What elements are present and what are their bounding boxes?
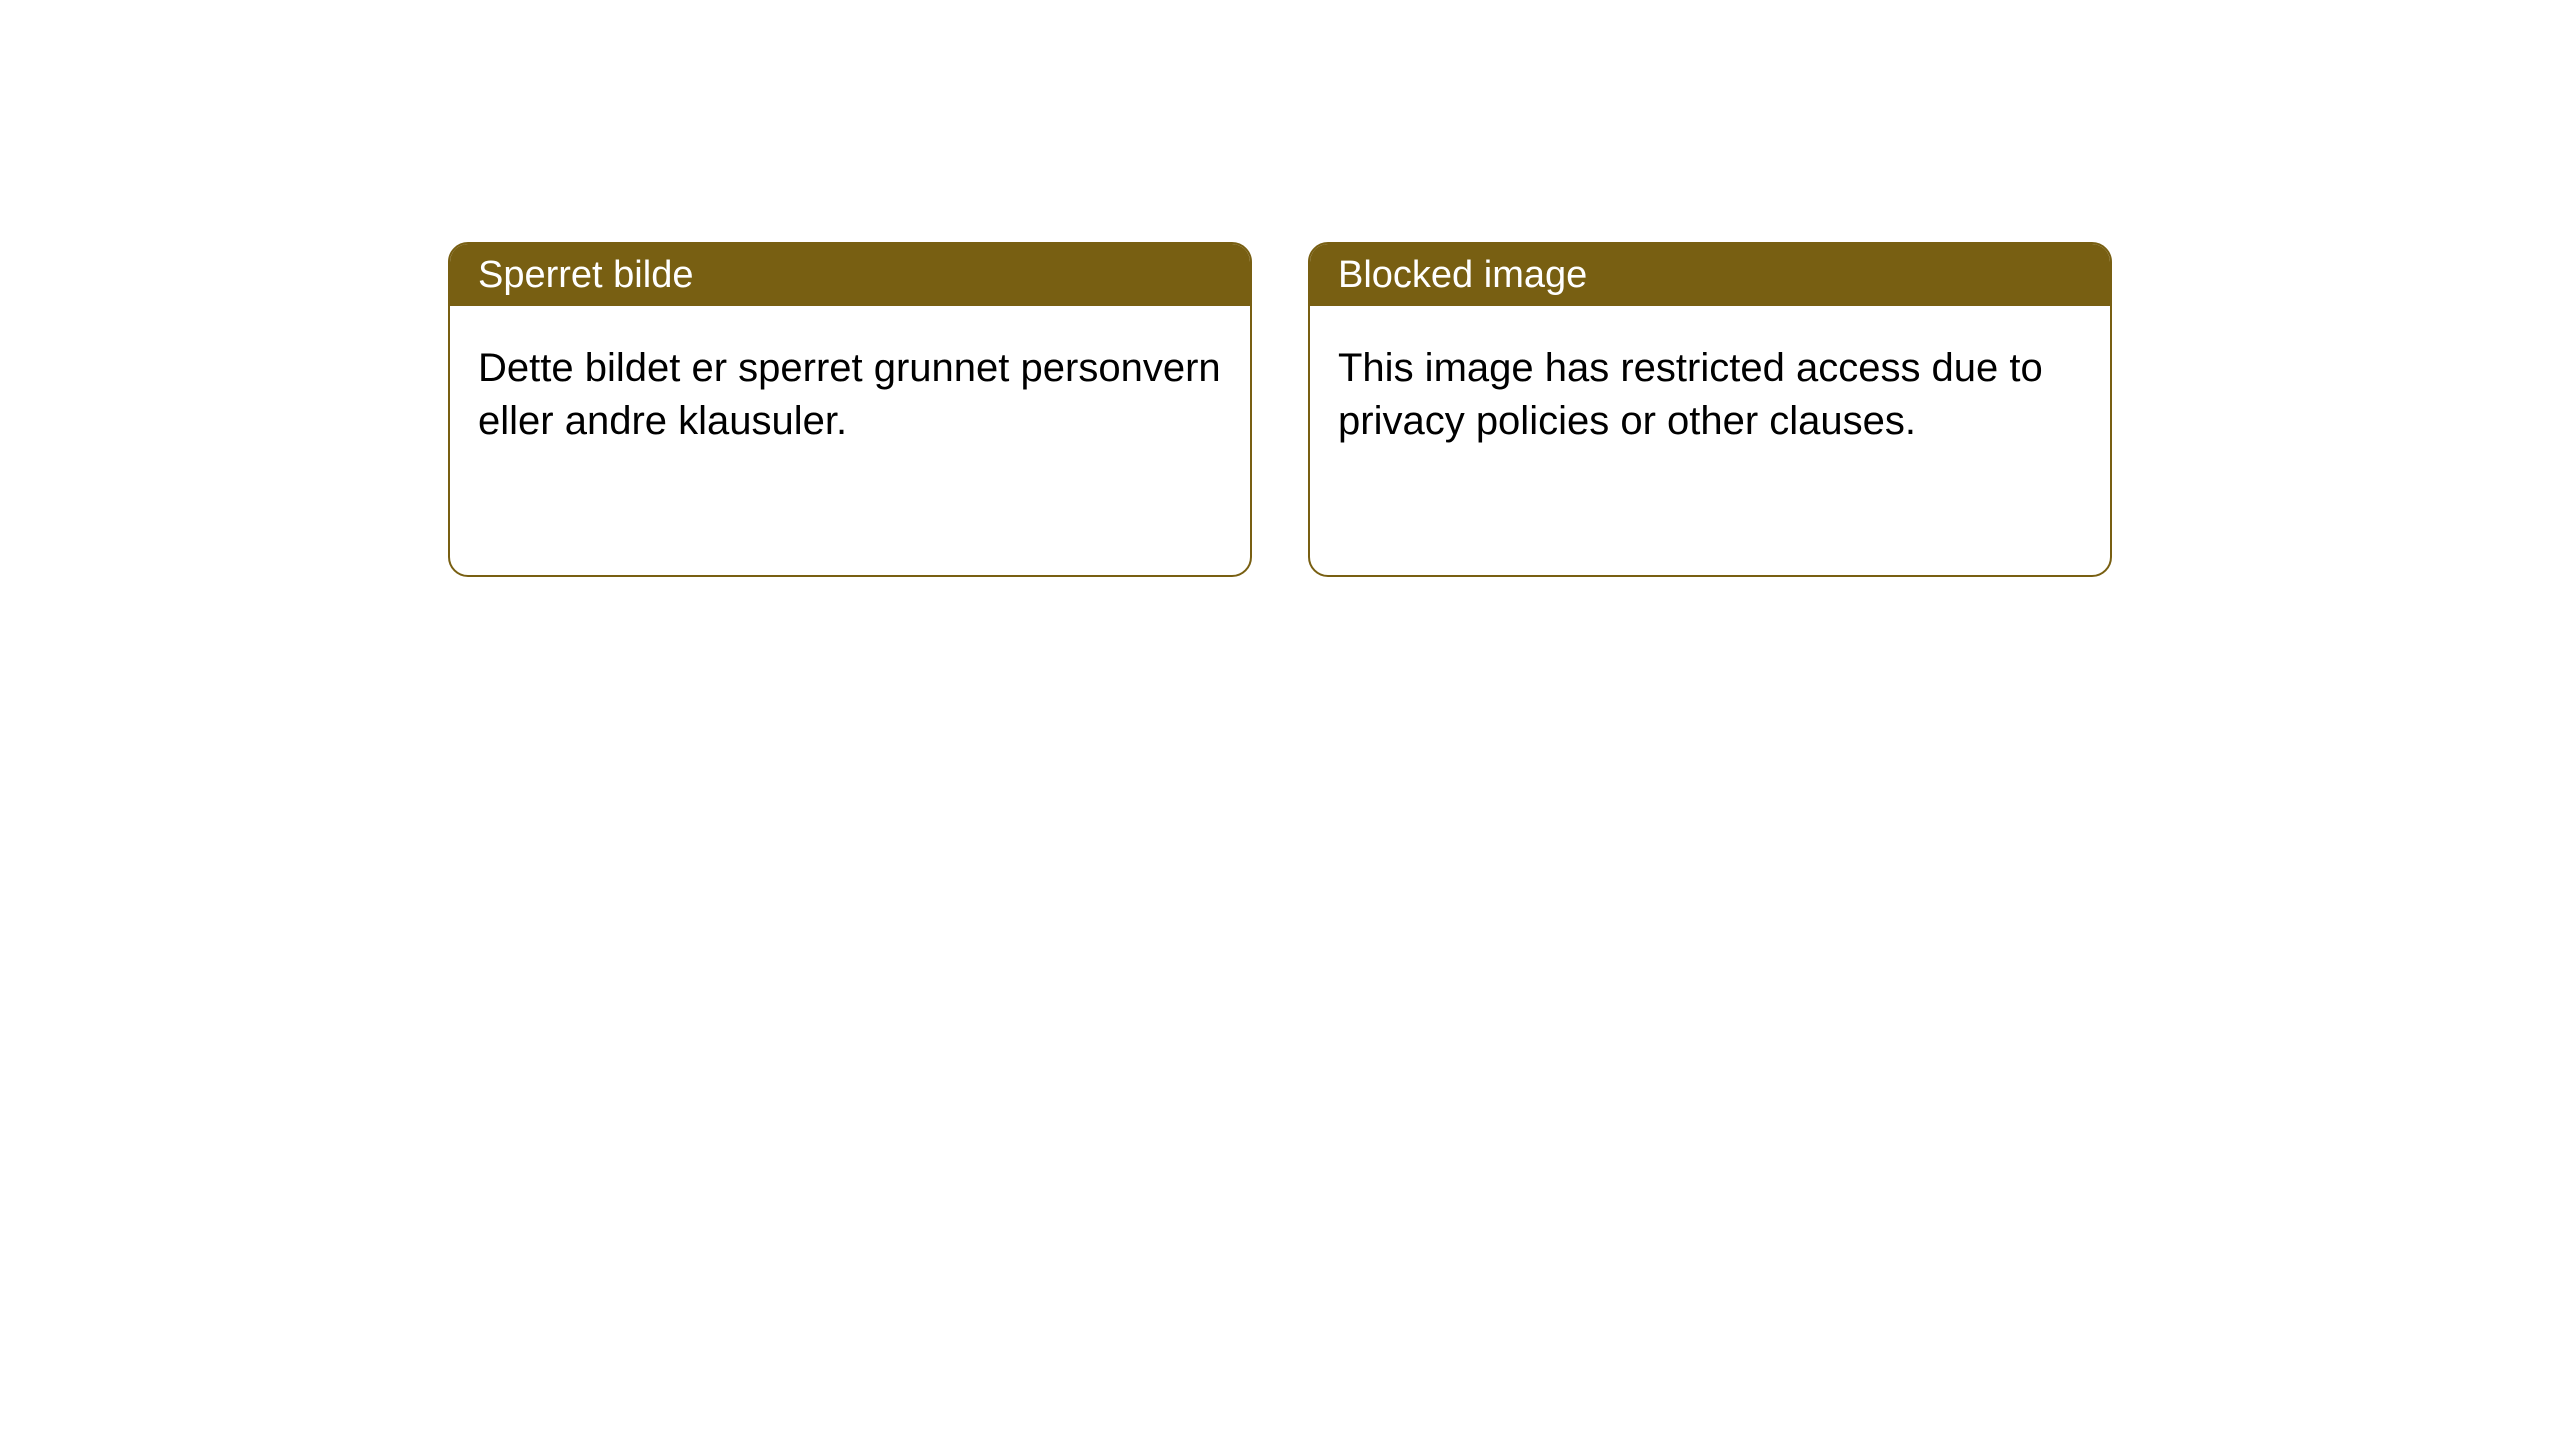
blocked-image-card-no: Sperret bilde Dette bildet er sperret gr… bbox=[448, 242, 1252, 577]
card-title-no: Sperret bilde bbox=[478, 254, 693, 297]
cards-container: Sperret bilde Dette bildet er sperret gr… bbox=[0, 0, 2560, 577]
card-header-en: Blocked image bbox=[1310, 244, 2110, 306]
card-body-text-no: Dette bildet er sperret grunnet personve… bbox=[478, 346, 1221, 443]
card-body-text-en: This image has restricted access due to … bbox=[1338, 346, 2043, 443]
card-title-en: Blocked image bbox=[1338, 254, 1587, 297]
card-body-en: This image has restricted access due to … bbox=[1310, 306, 2110, 484]
card-body-no: Dette bildet er sperret grunnet personve… bbox=[450, 306, 1250, 484]
card-header-no: Sperret bilde bbox=[450, 244, 1250, 306]
blocked-image-card-en: Blocked image This image has restricted … bbox=[1308, 242, 2112, 577]
